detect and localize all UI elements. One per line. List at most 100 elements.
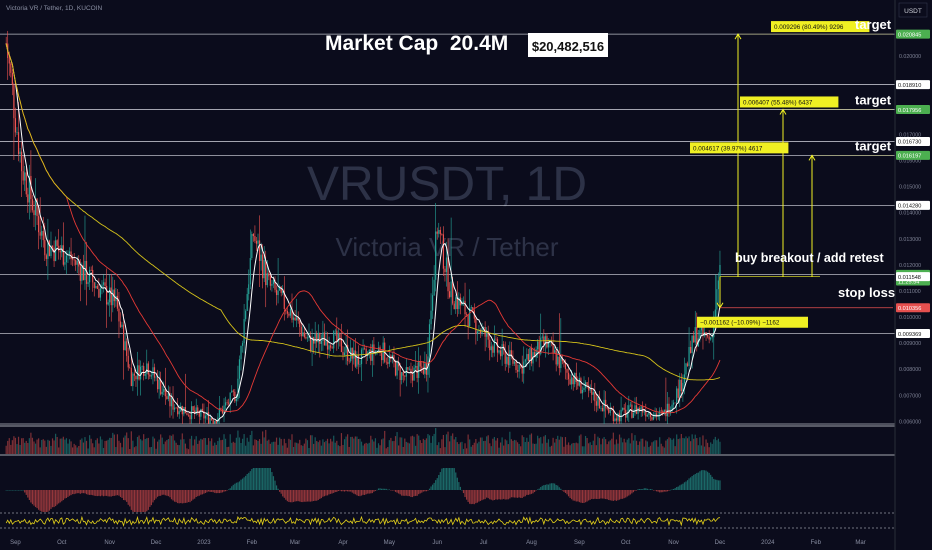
volume-bar-60 [98, 443, 100, 454]
volume-bar-343 [535, 443, 537, 454]
candle-390 [608, 408, 610, 413]
volume-bar-54 [89, 435, 91, 454]
volume-bar-145 [229, 434, 231, 454]
macd-bar-310 [484, 490, 486, 500]
macd-bar-382 [595, 490, 597, 499]
candle-126 [200, 408, 202, 417]
candle-119 [189, 415, 191, 420]
volume-bar-306 [478, 441, 480, 454]
candle-229 [359, 364, 361, 365]
candle-380 [592, 392, 594, 395]
volume-bar-396 [617, 443, 619, 454]
candle-226 [354, 350, 356, 367]
macd-bar-246 [385, 488, 387, 490]
macd-bar-57 [93, 490, 95, 496]
volume-bar-247 [387, 447, 389, 454]
macd-bar-197 [309, 490, 312, 502]
macd-bar-355 [554, 483, 556, 490]
volume-bar-12 [24, 442, 26, 454]
volume-bar-144 [228, 446, 230, 454]
volume-bar-279 [436, 445, 438, 454]
macd-bar-329 [513, 490, 516, 498]
candle-254 [398, 362, 400, 367]
macd-bar-58 [95, 490, 97, 496]
volume-bar-432 [673, 438, 675, 454]
volume-bar-4 [11, 440, 13, 454]
volume-bar-359 [560, 436, 562, 454]
candle-214 [336, 330, 338, 342]
volume-bar-239 [374, 438, 377, 454]
candle-33 [56, 240, 58, 246]
macd-bar-59 [96, 490, 98, 497]
candle-456 [710, 337, 712, 340]
volume-bar-269 [421, 442, 423, 454]
y-tick-7: 0.013000 [899, 237, 921, 243]
candle-258 [404, 375, 406, 377]
candle-140 [221, 409, 224, 414]
x-tick-9: Jun [432, 540, 442, 546]
macd-bar-44 [73, 490, 75, 495]
currency-badge[interactable]: USDT [898, 2, 928, 18]
volume-bar-132 [209, 441, 211, 454]
market-cap-text: Market Cap 20.4M [325, 32, 508, 55]
candle-25 [44, 240, 46, 256]
macd-bar-452 [703, 470, 706, 490]
macd-bar-372 [580, 490, 582, 503]
macd-bar-236 [370, 490, 372, 494]
candle-411 [640, 406, 642, 411]
candle-175 [275, 289, 278, 296]
candle-389 [606, 407, 608, 409]
macd-bar-13 [25, 490, 27, 495]
volume-bar-28 [48, 440, 51, 454]
candle-379 [591, 388, 593, 395]
market-cap-box: $20,482,516 [532, 39, 604, 54]
volume-bar-442 [688, 436, 690, 454]
macd-bar-357 [557, 485, 559, 490]
macd-bar-302 [472, 490, 474, 504]
volume-bar-21 [38, 438, 40, 454]
candle-78 [126, 341, 128, 356]
volume-bar-445 [693, 438, 695, 454]
volume-bar-372 [580, 434, 582, 454]
candle-13 [25, 172, 27, 195]
macd-bar-441 [686, 480, 689, 490]
macd-bar-383 [597, 490, 599, 500]
macd-bar-99 [158, 490, 160, 496]
volume-bar-348 [543, 436, 545, 454]
macd-bar-35 [59, 490, 61, 503]
candle-236 [370, 349, 372, 361]
candle-166 [262, 254, 264, 279]
macd-bar-96 [153, 490, 156, 501]
volume-bar-211 [331, 441, 333, 454]
macd-bar-4 [11, 490, 13, 491]
red-ma-line [5, 43, 721, 414]
candle-434 [676, 388, 678, 403]
candle-298 [465, 314, 468, 315]
candle-16 [30, 175, 32, 200]
candle-280 [438, 229, 440, 234]
candle-223 [350, 347, 352, 362]
volume-bar-283 [442, 434, 445, 454]
macd-bar-40 [67, 490, 69, 497]
candle-152 [240, 345, 242, 360]
macd-bar-283 [442, 468, 445, 490]
macd-bar-280 [438, 475, 440, 490]
macd-bar-55 [90, 490, 92, 495]
volume-bar-305 [476, 443, 478, 454]
volume-bar-100 [160, 434, 162, 454]
candle-89 [143, 366, 145, 376]
macd-bar-8 [17, 490, 20, 491]
macd-bar-343 [535, 490, 537, 491]
macd-bar-432 [673, 488, 675, 490]
volume-bar-185 [291, 434, 293, 454]
volume-bar-308 [481, 437, 483, 454]
volume-bar-123 [195, 436, 197, 454]
macd-bar-316 [493, 490, 495, 501]
candle-264 [413, 367, 415, 381]
volume-bar-148 [234, 442, 236, 454]
candle-209 [328, 345, 330, 350]
macd-bar-108 [172, 490, 174, 501]
candle-398 [620, 409, 622, 422]
candle-50 [82, 265, 85, 281]
